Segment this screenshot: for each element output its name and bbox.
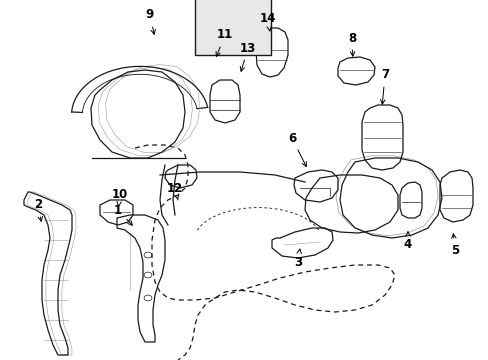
- FancyBboxPatch shape: [195, 0, 270, 55]
- Text: 8: 8: [347, 31, 355, 56]
- Text: 2: 2: [34, 198, 42, 221]
- Text: 1: 1: [114, 203, 132, 225]
- Text: 11: 11: [216, 28, 233, 57]
- Text: 3: 3: [293, 249, 302, 269]
- Text: 4: 4: [403, 232, 411, 252]
- Text: 12: 12: [166, 181, 183, 200]
- Text: 5: 5: [450, 234, 458, 256]
- Text: 9: 9: [145, 9, 155, 34]
- Text: 13: 13: [240, 41, 256, 71]
- Text: 6: 6: [287, 131, 305, 167]
- Text: 14: 14: [259, 12, 276, 31]
- Text: 7: 7: [380, 68, 388, 104]
- Text: 10: 10: [112, 189, 128, 207]
